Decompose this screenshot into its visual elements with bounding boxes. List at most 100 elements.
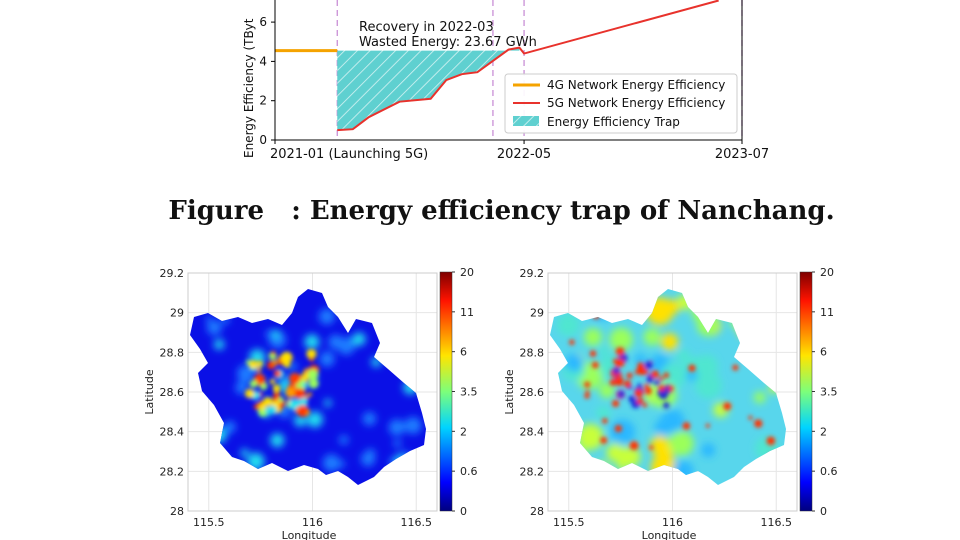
y-tick-label-4: 28.8 [160, 346, 185, 359]
region-core [688, 364, 696, 372]
y-tick-label-1: 2 [259, 94, 267, 108]
hotspot-core [258, 403, 266, 411]
colorbar-label-3: 3.5 [820, 386, 838, 399]
hotspot-core [307, 392, 312, 397]
x-tick-label-1: 2022-05 [497, 147, 551, 162]
hotspot-core [285, 386, 297, 398]
hotspot [271, 329, 280, 339]
annotation-line-1: Recovery in 2022-03 [359, 20, 494, 35]
region [660, 362, 687, 389]
colorbar-label-1: 11 [820, 306, 834, 319]
hotspot-core [277, 360, 282, 365]
region-core [650, 370, 659, 379]
hotspot-core [271, 350, 276, 356]
colorbar-label-2: 6 [820, 346, 827, 359]
y-tick-label-3: 28.6 [160, 386, 185, 399]
x-axis-label: Longitude [642, 529, 697, 540]
region-core [637, 383, 642, 388]
x-tick-label-1: 116 [302, 516, 323, 529]
region-core [584, 393, 590, 399]
hotspot [323, 399, 332, 407]
hotspot [352, 332, 366, 346]
region-core [663, 388, 670, 395]
legend-label-5g: 5G Network Energy Efficiency [547, 96, 725, 110]
region [596, 405, 611, 421]
region-core [658, 376, 664, 381]
hotspot [339, 435, 349, 445]
region-core [612, 399, 620, 408]
hotspot [328, 334, 343, 350]
region-core [644, 387, 652, 395]
y-tick-label-0: 0 [259, 133, 267, 147]
x-tick-label-2: 116.5 [761, 516, 793, 529]
region-core [644, 383, 649, 389]
x-ticks: 2021-01 (Launching 5G) 2022-05 2023-07 [270, 140, 769, 162]
hotspot [404, 416, 422, 435]
hotspot-cores [244, 348, 320, 417]
hotspot-core [304, 395, 309, 400]
hotspot-core [278, 396, 284, 403]
y-axis-label: Latitude [143, 369, 156, 415]
hotspot [240, 448, 249, 457]
colorbar-label-5: 0.6 [820, 465, 838, 478]
hotspot-core [294, 387, 306, 399]
y-tick-label-0: 28 [530, 505, 544, 518]
axis-ticks: 115.5 116 116.5 28 28.2 28.4 28.6 28.8 29 29.2 [160, 267, 433, 529]
region [609, 419, 636, 445]
x-tick-label-2: 2023-07 [715, 147, 769, 162]
legend-label-4g: 4G Network Energy Efficiency [547, 78, 725, 92]
y-tick-label-5: 29 [170, 307, 184, 320]
region-core [569, 339, 575, 345]
region-core [614, 425, 622, 433]
hotspot-core [307, 369, 319, 381]
hotspot [362, 411, 377, 426]
region-core [644, 361, 653, 370]
colorbar-ticks: 20 11 6 3.5 2 0.6 0 [452, 266, 478, 518]
hotspot [338, 460, 346, 468]
hotspot-core [272, 384, 281, 393]
region [701, 443, 716, 458]
hotspot-core [286, 403, 291, 408]
hotspot-core [296, 405, 309, 417]
caption-prefix: Figure [168, 196, 265, 226]
region-core [600, 436, 608, 444]
colorbar-ticks: 20 11 6 3.5 2 0.6 0 [812, 266, 838, 518]
region-core [612, 367, 620, 375]
region [661, 333, 679, 351]
region-core [654, 379, 660, 386]
caption-text: : Energy efficiency trap of Nanchang. [291, 196, 835, 226]
region-core [667, 385, 674, 392]
hotspot-core [244, 388, 255, 399]
colorbar-label-1: 11 [460, 306, 474, 319]
colorbar-label-6: 0 [820, 505, 827, 518]
region-core [589, 350, 597, 357]
hotspot [213, 339, 225, 350]
region-core [585, 390, 590, 395]
y-ticks: 0 2 4 6 [259, 15, 275, 147]
region [643, 328, 661, 346]
y-tick-label-4: 28.8 [520, 346, 545, 359]
hotspot [330, 458, 339, 466]
region [660, 408, 685, 434]
hotspot-core [263, 397, 273, 407]
region-core [592, 361, 599, 369]
hotspot-core [302, 373, 309, 381]
x-tick-label-1: 116 [662, 516, 683, 529]
hotspot-core [249, 379, 258, 388]
region [753, 391, 766, 404]
region-core [663, 402, 670, 409]
colorbar [799, 271, 813, 512]
region-core [649, 445, 654, 450]
hotspot-core [273, 369, 282, 378]
series-line-5g [337, 0, 719, 132]
legend: 4G Network Energy Efficiency 5G Network … [504, 73, 738, 134]
hotspot-core [253, 404, 260, 410]
y-tick-label-2: 28.4 [520, 426, 545, 439]
hotspot [235, 381, 248, 395]
hotspot-core [306, 348, 317, 360]
x-tick-label-2: 116.5 [401, 516, 433, 529]
region-core [646, 376, 654, 383]
hotspot [265, 330, 274, 339]
region-core [754, 419, 763, 428]
